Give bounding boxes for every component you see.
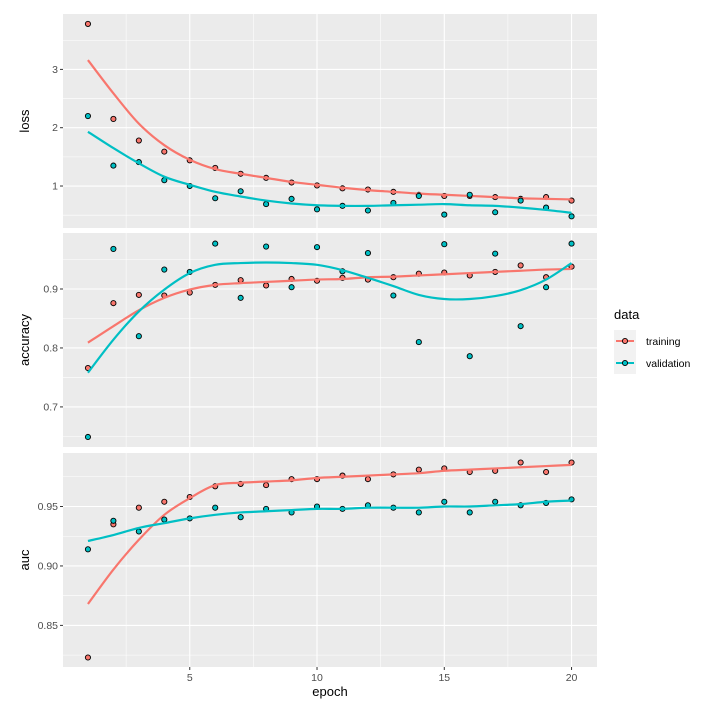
y-axis-label: auc [17,549,32,570]
data-point-validation [237,188,244,195]
data-point-validation [492,250,499,257]
data-point-validation [263,243,270,250]
smooth-line-validation [87,499,572,543]
panel-loss: 1 2 3 loss [17,14,597,228]
data-point-validation [441,241,448,248]
x-tick-label: 10 [311,672,323,684]
data-point-validation [110,162,117,169]
data-point-validation [390,292,397,299]
panel-accuracy: 0.7 0.8 0.9 accuracy [17,233,597,447]
data-point-validation [135,333,142,340]
data-point-validation [466,353,473,360]
data-point-validation [84,112,91,120]
data-point-validation [237,514,244,521]
data-point-validation [415,339,422,346]
y-tick-label: 2 [52,122,58,134]
data-point-validation [543,284,550,291]
data-point-validation [84,546,91,553]
panel-background [63,233,597,447]
data-point-validation [466,191,473,198]
data-point-validation [110,245,117,252]
data-point-validation [212,195,219,202]
data-point-training [161,148,168,155]
data-point-validation [212,240,219,247]
data-point-training [263,482,270,489]
data-point-validation [313,244,321,251]
panel-background [63,14,597,228]
legend-label-validation: validation [646,358,691,370]
smooth-line-validation [87,130,572,214]
data-point-validation [313,206,321,213]
legend-title: data [614,307,640,322]
data-point-validation [237,294,244,301]
x-tick-label: 15 [438,672,450,684]
data-point-validation [135,528,142,535]
data-point-training [263,282,270,289]
y-axis-label: accuracy [17,313,32,366]
data-point-validation [288,195,295,202]
data-point-training [517,459,524,466]
data-point-validation [161,266,168,273]
y-tick-label: 0.95 [38,501,59,513]
y-tick-label: 0.8 [43,342,58,354]
x-tick-label: 5 [187,672,193,684]
data-point-validation [492,498,499,505]
panel-background [63,453,597,667]
data-point-training [135,137,142,144]
data-point-training [415,466,422,473]
data-point-training [135,291,142,298]
y-tick-label: 1 [52,181,58,193]
data-point-validation [84,433,91,441]
data-point-validation [466,509,473,516]
data-point-validation [212,504,219,511]
data-point-training [84,654,91,661]
data-point-validation [161,516,168,523]
data-point-validation [415,192,422,199]
data-point-validation [364,207,371,214]
x-tick-label: 20 [566,672,578,684]
data-point-training [517,262,524,269]
smooth-line-validation [87,261,573,374]
data-point-training [84,20,91,27]
data-point-validation [263,201,270,208]
data-point-training [364,476,371,483]
y-tick-label: 3 [52,64,58,76]
data-point-validation [568,240,575,247]
y-tick-label: 0.90 [38,560,59,572]
data-point-validation [110,517,117,524]
y-tick-label: 0.9 [43,284,58,296]
smooth-line-training [87,463,572,605]
data-point-validation [364,249,371,257]
panel-auc: 0.85 0.90 0.95 auc [17,453,597,667]
data-point-validation [568,213,575,220]
data-point-validation [441,498,448,505]
data-point-validation [517,197,524,204]
data-point-validation [441,211,448,218]
data-point-validation [517,323,524,330]
smooth-line-training [87,59,572,201]
smooth-line-training [87,267,572,344]
data-point-training [110,115,117,123]
y-tick-label: 0.7 [43,401,58,413]
legend: data training validation [614,307,691,374]
data-point-training [135,504,142,511]
data-point-training [543,468,550,476]
data-point-training [110,300,117,307]
legend-key-validation: validation [614,352,691,374]
legend-key-training: training [614,330,681,352]
data-point-validation [492,209,499,216]
x-axis-label: epoch [312,684,347,699]
data-point-validation [415,509,422,516]
data-point-training [161,498,168,505]
y-axis-label: loss [17,109,32,133]
y-tick-label: 0.85 [38,620,59,632]
data-point-validation [288,284,295,291]
legend-label-training: training [646,336,681,348]
